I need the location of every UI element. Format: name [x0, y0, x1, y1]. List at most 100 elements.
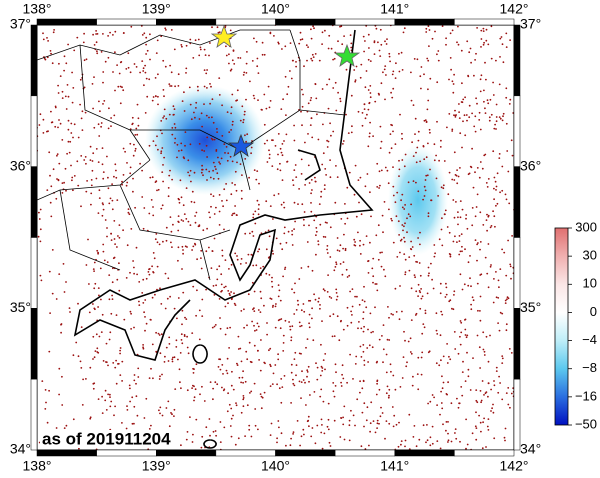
earthquake-dot	[460, 331, 463, 334]
earthquake-dot	[230, 417, 233, 420]
colorbar-label: 10	[583, 276, 597, 291]
earthquake-dot	[467, 74, 469, 77]
earthquake-dot	[507, 239, 509, 242]
earthquake-dot	[454, 428, 457, 430]
earthquake-dot	[333, 335, 336, 337]
earthquake-dot	[48, 270, 51, 273]
earthquake-dot	[370, 401, 373, 404]
earthquake-dot	[439, 282, 442, 285]
earthquake-dot	[311, 189, 313, 191]
earthquake-dot	[454, 114, 457, 117]
earthquake-dot	[390, 313, 393, 315]
earthquake-dot	[309, 299, 312, 302]
earthquake-dot	[259, 290, 262, 293]
earthquake-dot	[426, 439, 429, 442]
earthquake-dot	[471, 207, 474, 209]
earthquake-dot	[354, 80, 357, 83]
earthquake-dot	[243, 71, 246, 74]
earthquake-dot	[198, 338, 201, 341]
earthquake-dot	[333, 419, 336, 422]
earthquake-dot	[409, 337, 412, 340]
earthquake-dot	[398, 421, 400, 424]
earthquake-dot	[268, 157, 271, 160]
earthquake-dot	[224, 333, 227, 336]
earthquake-dot	[162, 164, 164, 166]
earthquake-dot	[110, 125, 112, 127]
earthquake-dot	[398, 168, 401, 171]
earthquake-dot	[364, 40, 366, 42]
earthquake-dot	[290, 371, 293, 374]
earthquake-dot	[472, 186, 475, 189]
earthquake-dot	[76, 160, 79, 163]
earthquake-dot	[385, 74, 387, 76]
earthquake-dot	[291, 288, 293, 291]
earthquake-dot	[182, 204, 185, 207]
earthquake-dot	[171, 133, 174, 136]
earthquake-dot	[260, 108, 263, 111]
earthquake-dot	[502, 61, 505, 64]
earthquake-dot	[317, 300, 320, 303]
earthquake-dot	[272, 304, 274, 307]
earthquake-dot	[489, 265, 492, 268]
earthquake-dot	[244, 158, 247, 160]
earthquake-dot	[465, 447, 467, 450]
earthquake-dot	[439, 413, 441, 416]
earthquake-dot	[454, 348, 457, 350]
earthquake-dot	[282, 350, 285, 352]
earthquake-dot	[386, 385, 389, 388]
earthquake-dot	[433, 159, 436, 162]
earthquake-dot	[448, 113, 451, 115]
earthquake-dot	[130, 328, 133, 330]
earthquake-dot	[425, 156, 428, 159]
deformation-area	[145, 85, 265, 195]
earthquake-dot	[443, 160, 446, 162]
lon-label: 138°	[23, 1, 52, 17]
earthquake-dot	[346, 186, 349, 189]
earthquake-dot	[107, 187, 110, 190]
earthquake-dot	[440, 228, 443, 231]
earthquake-dot	[38, 218, 41, 220]
earthquake-dot	[299, 325, 301, 328]
earthquake-dot	[322, 359, 325, 361]
earthquake-dot	[305, 346, 307, 349]
earthquake-dot	[442, 423, 444, 426]
earthquake-dot	[417, 139, 420, 142]
earthquake-dot	[499, 382, 501, 384]
earthquake-dot	[196, 258, 199, 261]
earthquake-dot	[391, 73, 394, 76]
earthquake-dot	[231, 160, 234, 163]
earthquake-dot	[291, 230, 293, 232]
earthquake-dot	[190, 200, 193, 203]
earthquake-dot	[160, 152, 163, 155]
earthquake-dot	[476, 193, 479, 196]
earthquake-dot	[295, 309, 298, 311]
earthquake-dot	[69, 140, 72, 143]
earthquake-dot	[388, 151, 391, 154]
earthquake-dot	[321, 424, 323, 426]
earthquake-dot	[181, 45, 183, 48]
earthquake-dot	[63, 55, 66, 58]
earthquake-dot	[112, 34, 114, 36]
earthquake-dot	[319, 304, 321, 306]
earthquake-dot	[460, 386, 463, 388]
earthquake-dot	[314, 298, 317, 301]
earthquake-dot	[339, 263, 342, 265]
earthquake-dot	[177, 229, 180, 232]
earthquake-dot	[323, 184, 326, 187]
earthquake-dot	[307, 164, 310, 167]
earthquake-dot	[217, 31, 220, 34]
earthquake-dot	[128, 384, 131, 387]
earthquake-dot	[305, 44, 308, 47]
border-segment	[156, 449, 217, 457]
earthquake-dot	[398, 175, 400, 178]
earthquake-dot	[417, 388, 420, 391]
earthquake-dot	[401, 193, 404, 196]
earthquake-dot	[94, 350, 97, 352]
earthquake-dot	[295, 176, 298, 179]
earthquake-dot	[399, 285, 401, 287]
earthquake-dot	[214, 165, 216, 168]
earthquake-dot	[229, 294, 231, 296]
earthquake-dot	[448, 171, 451, 174]
earthquake-dot	[332, 390, 335, 393]
earthquake-dot	[471, 112, 473, 115]
